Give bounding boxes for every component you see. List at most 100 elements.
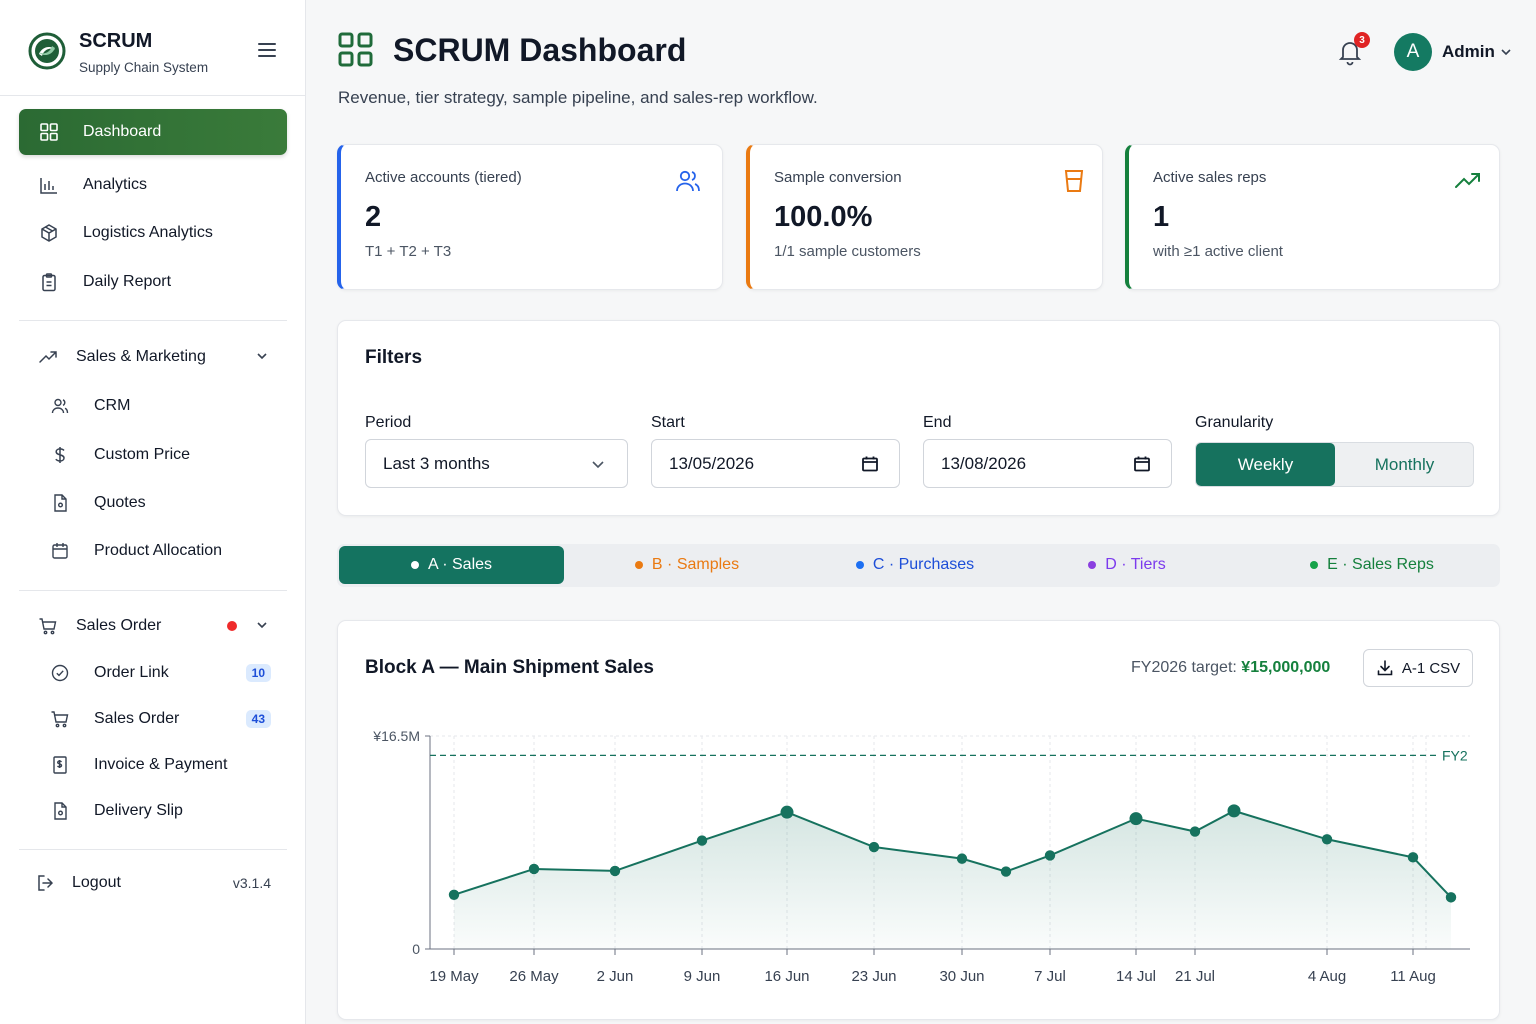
grid-icon: [338, 32, 373, 67]
sidebar-item-order-link[interactable]: Order Link 10: [30, 653, 287, 693]
kpi-note: 1/1 sample customers: [774, 243, 921, 260]
sidebar-item-analytics[interactable]: Analytics: [19, 162, 287, 208]
sidebar-item-delivery-slip[interactable]: Delivery Slip: [30, 791, 287, 831]
main-content: SCRUM Dashboard Revenue, tier strategy, …: [306, 0, 1536, 1024]
sidebar-item-label: Quotes: [94, 494, 146, 511]
notification-badge: 3: [1354, 32, 1370, 48]
data-point: [696, 835, 708, 846]
sidebar-item-label: Order Link: [94, 664, 169, 681]
start-label: Start: [651, 414, 685, 431]
csv-download-button[interactable]: A-1 CSV: [1363, 649, 1473, 687]
sidebar-item-label: Logistics Analytics: [83, 224, 213, 241]
data-point: [448, 889, 460, 900]
bell-icon[interactable]: [1336, 38, 1364, 66]
period-value: Last 3 months: [383, 453, 490, 473]
data-point: [528, 863, 540, 875]
x-tick-label: 2 Jun: [597, 968, 634, 985]
tab-label: C · Purchases: [872, 556, 975, 573]
sidebar-item-crm[interactable]: CRM: [30, 386, 287, 426]
sidebar-item-quotes[interactable]: Quotes: [30, 483, 287, 523]
grid-icon: [39, 122, 59, 142]
granularity-toggle: Weekly Monthly: [1195, 442, 1474, 487]
sidebar-item-sales-order[interactable]: Sales Order 43: [30, 699, 287, 739]
sidebar: SCRUM Supply Chain System Dashboard Anal…: [0, 0, 306, 1024]
sidebar-item-dashboard[interactable]: Dashboard: [19, 109, 287, 155]
sidebar-item-custom-price[interactable]: Custom Price: [30, 435, 287, 475]
sidebar-item-label: Dashboard: [83, 123, 162, 140]
trending-up-icon: [1455, 173, 1480, 188]
users-icon: [676, 170, 700, 192]
package-icon: [39, 223, 59, 243]
sidebar-item-label: Analytics: [83, 176, 148, 193]
sidebar-item-label: Custom Price: [94, 446, 191, 463]
hamburger-menu-icon[interactable]: [256, 40, 278, 60]
start-date-input[interactable]: 13/05/2026: [651, 439, 900, 488]
tab-tiers[interactable]: D · Tiers: [1027, 546, 1227, 584]
data-point: [1407, 852, 1419, 863]
x-tick-label: 4 Aug: [1308, 968, 1346, 985]
block-a-title: Block A — Main Shipment Sales: [365, 657, 654, 678]
logout-icon: [36, 873, 56, 893]
data-point: [1129, 812, 1143, 826]
target-label: FY2026 target:: [1131, 659, 1237, 676]
granularity-weekly[interactable]: Weekly: [1196, 443, 1335, 486]
sidebar-group-sales-marketing[interactable]: Sales & Marketing: [19, 337, 287, 377]
alert-dot: [227, 621, 237, 631]
sales-line-chart: 0 ¥16.5M FY2 19 May 26 May 2 Jun 9 Jun 16 Jun 23…: [372, 728, 1470, 985]
chevron-down-icon[interactable]: [1500, 46, 1512, 58]
tab-label: D · Tiers: [1105, 556, 1166, 573]
sidebar-item-label: Invoice & Payment: [94, 756, 228, 773]
kpi-label: Sample conversion: [774, 169, 902, 186]
x-tick-label: 30 Jun: [939, 968, 984, 985]
period-select[interactable]: Last 3 months: [365, 439, 628, 488]
sidebar-item-invoice-payment[interactable]: Invoice & Payment: [30, 745, 287, 785]
sidebar-item-label: Sales Order: [94, 710, 180, 727]
tab-sales-reps[interactable]: E · Sales Reps: [1272, 546, 1472, 584]
sidebar-item-daily-report[interactable]: Daily Report: [19, 259, 287, 305]
divider: [0, 95, 306, 96]
kpi-label: Active accounts (tiered): [365, 169, 522, 186]
kpi-card-active-accounts: Active accounts (tiered) 2 T1 + T2 + T3: [337, 144, 723, 290]
calendar-icon[interactable]: [1133, 455, 1151, 473]
x-tick-label: 21 Jul: [1175, 968, 1215, 985]
sidebar-group-label: Sales Order: [76, 617, 162, 634]
filters-panel: Filters Period Last 3 months Start 13/05…: [337, 320, 1500, 516]
end-date-input[interactable]: 13/08/2026: [923, 439, 1172, 488]
users-icon: [50, 396, 70, 416]
y-tick-label: ¥16.5M: [372, 728, 420, 744]
file-icon: [50, 801, 70, 821]
sidebar-item-logistics-analytics[interactable]: Logistics Analytics: [19, 210, 287, 256]
start-date-value: 13/05/2026: [669, 453, 755, 473]
x-tick-label: 26 May: [509, 968, 559, 985]
logout-label: Logout: [72, 874, 121, 891]
granularity-monthly[interactable]: Monthly: [1374, 454, 1435, 474]
sidebar-item-label: Delivery Slip: [94, 802, 183, 819]
cup-icon: [1064, 170, 1084, 192]
sidebar-group-sales-order[interactable]: Sales Order: [19, 606, 287, 646]
data-point: [956, 853, 968, 864]
x-tick-label: 19 May: [429, 968, 479, 985]
target-value: ¥15,000,000: [1241, 659, 1331, 676]
brand-subtitle: Supply Chain System: [79, 60, 209, 75]
chevron-down-icon: [592, 461, 604, 469]
kpi-note: T1 + T2 + T3: [365, 243, 452, 260]
calendar-icon[interactable]: [861, 455, 879, 473]
data-point: [868, 841, 880, 853]
target-text: FY2026 target: ¥15,000,000: [1131, 659, 1330, 677]
count-badge: 10: [245, 664, 271, 682]
tab-purchases[interactable]: C · Purchases: [815, 546, 1015, 584]
data-point: [1044, 850, 1056, 861]
tab-samples[interactable]: B · Samples: [587, 546, 787, 584]
kpi-label: Active sales reps: [1153, 169, 1267, 186]
user-name[interactable]: Admin: [1442, 42, 1495, 61]
sidebar-item-label: Daily Report: [83, 273, 172, 290]
chevron-down-icon: [257, 622, 267, 629]
logout-button[interactable]: Logout v3.1.4: [19, 860, 287, 906]
sidebar-item-product-allocation[interactable]: Product Allocation: [30, 531, 287, 571]
tab-sales[interactable]: A · Sales: [339, 546, 564, 584]
period-label: Period: [365, 414, 412, 431]
avatar[interactable]: A: [1394, 33, 1432, 71]
tab-dot: [855, 561, 864, 569]
tab-label: A · Sales: [427, 556, 493, 573]
end-label: End: [923, 414, 952, 431]
